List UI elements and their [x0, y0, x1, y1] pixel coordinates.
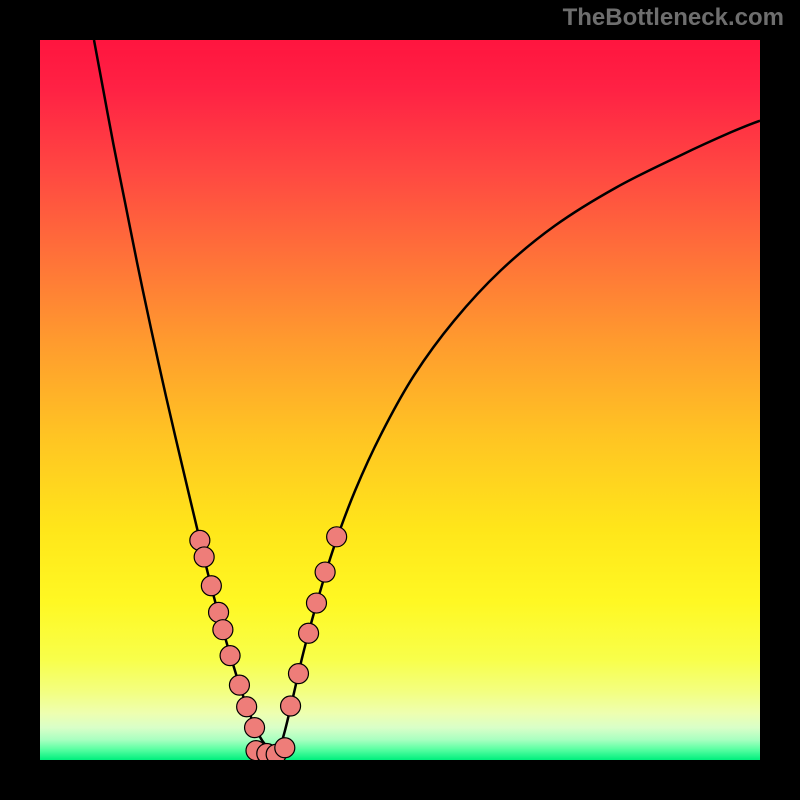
- plot-area: [40, 40, 760, 760]
- data-marker: [306, 593, 326, 613]
- curve-layer: [40, 40, 760, 760]
- data-markers: [190, 527, 347, 760]
- curve-right: [278, 121, 760, 755]
- data-marker: [220, 646, 240, 666]
- curve-left: [94, 40, 278, 755]
- data-marker: [245, 718, 265, 738]
- data-marker: [194, 547, 214, 567]
- data-marker: [327, 527, 347, 547]
- data-marker: [213, 620, 233, 640]
- data-marker: [237, 697, 257, 717]
- attribution-text: TheBottleneck.com: [563, 4, 784, 32]
- data-marker: [288, 664, 308, 684]
- chart-container: TheBottleneck.com: [0, 0, 800, 800]
- data-marker: [201, 576, 221, 596]
- data-marker: [299, 623, 319, 643]
- data-marker: [229, 675, 249, 695]
- data-marker: [275, 738, 295, 758]
- data-marker: [281, 696, 301, 716]
- data-marker: [315, 562, 335, 582]
- data-marker: [209, 602, 229, 622]
